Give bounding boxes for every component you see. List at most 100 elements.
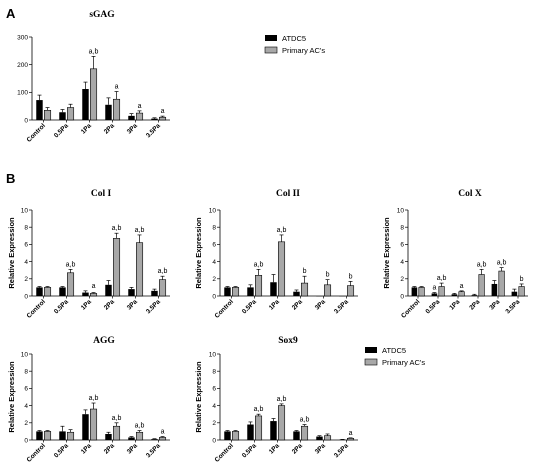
x-tick-label: 1Pa (80, 122, 93, 135)
bar-primary-ac (136, 431, 144, 441)
significance-label: b (520, 276, 524, 283)
legend-swatch (264, 46, 278, 54)
y-tick-label: 2 (212, 420, 216, 427)
bar-primary-ac (159, 279, 167, 297)
y-axis-label: Relative Expression (7, 361, 16, 433)
x-tick-label: 1Pa (448, 298, 461, 311)
y-tick-label: 4 (212, 259, 216, 266)
x-tick-label: 0.5Pa (241, 442, 258, 459)
bar-primary-ac (300, 425, 309, 441)
bar-primary-ac (255, 275, 263, 297)
bar-atdc5 (270, 421, 277, 440)
x-tick-label: 3.5Pa (145, 442, 162, 459)
bar-primary-ac (478, 274, 485, 297)
significance-label: a (161, 108, 165, 115)
y-tick-label: 8 (212, 225, 216, 232)
y-axis-label: Relative Expression (194, 361, 203, 433)
bar-primary-ac (113, 425, 121, 441)
bar-primary-ac (232, 287, 240, 297)
y-tick-label: 6 (24, 386, 28, 393)
y-tick-label: 0 (212, 437, 216, 444)
bar-primary-ac (277, 405, 286, 441)
y-tick-label: 4 (24, 259, 28, 266)
x-tick-label: 3.5Pa (333, 298, 350, 315)
significance-label: a,b (135, 423, 145, 430)
y-tick-label: 200 (17, 62, 28, 69)
y-tick-label: 0 (24, 293, 28, 300)
significance-label: a,b (477, 261, 487, 268)
bar-atdc5 (270, 282, 277, 296)
chart-col-i: Col I 0 2 4 6 8 10 Relative Expression Control 0.… (7, 189, 170, 320)
x-tick-label: 0.5Pa (241, 298, 258, 315)
x-tick-label: 0.5Pa (53, 298, 70, 315)
bar-primary-ac (67, 431, 75, 441)
y-tick-label: 100 (17, 90, 28, 97)
bar-atdc5 (59, 287, 66, 296)
legend-label: Primary AC's (382, 358, 425, 367)
x-tick-label: 3Pa (314, 442, 327, 455)
significance-label: a (161, 429, 165, 436)
x-tick-label: 2Pa (103, 442, 116, 455)
x-tick-label: 2Pa (103, 298, 116, 311)
y-tick-label: 10 (209, 351, 217, 358)
significance-label: b (326, 272, 330, 279)
x-tick-label: 2Pa (291, 442, 304, 455)
legend-label: ATDC5 (282, 34, 306, 43)
y-tick-label: 4 (400, 259, 404, 266)
legend-swatch (364, 358, 378, 366)
chart-title: Sox9 (278, 336, 298, 346)
x-tick-label: 0.5Pa (53, 442, 70, 459)
bar-primary-ac (232, 431, 240, 441)
y-tick-label: 4 (24, 403, 28, 410)
legend: ATDC5 Primary AC's (264, 34, 325, 55)
x-tick-label: Control (400, 298, 421, 319)
panel-label-b: B (6, 171, 15, 186)
bar-atdc5 (293, 291, 300, 296)
bar-primary-ac (346, 437, 355, 441)
bar-atdc5 (105, 433, 112, 440)
legend-swatch (365, 347, 377, 353)
significance-label: a (432, 285, 436, 292)
bar-primary-ac (438, 286, 445, 297)
bar-primary-ac (43, 110, 52, 121)
significance-label: a (92, 283, 96, 290)
y-axis-label: Relative Expression (382, 217, 391, 289)
y-tick-label: 10 (21, 207, 29, 214)
bar-primary-ac (323, 284, 332, 297)
bar-atdc5 (36, 100, 43, 120)
bar-primary-ac (323, 435, 332, 441)
y-tick-label: 300 (17, 34, 28, 41)
bar-primary-ac (67, 107, 75, 121)
y-tick-label: 2 (24, 420, 28, 427)
bar-atdc5 (82, 414, 89, 440)
significance-label: a,b (497, 260, 507, 267)
bar-atdc5 (151, 118, 158, 120)
x-tick-label: 3Pa (126, 122, 139, 135)
legend: ATDC5 Primary AC's (364, 346, 425, 367)
significance-label: a,b (135, 227, 145, 234)
chart-title: sGAG (89, 10, 115, 20)
x-tick-label: 0.5Pa (53, 122, 70, 139)
x-tick-label: 0.5Pa (424, 298, 441, 315)
x-tick-label: 3.5Pa (333, 442, 350, 459)
bar-primary-ac (113, 238, 121, 297)
bar-atdc5 (247, 287, 254, 296)
bar-atdc5 (247, 424, 254, 440)
y-tick-label: 2 (212, 276, 216, 283)
chart-col-x: Col X 0 2 4 6 8 10 Relative Expression Control 0.… (382, 189, 528, 320)
bar-atdc5 (128, 115, 135, 120)
significance-label: a,b (254, 406, 264, 413)
y-tick-label: 10 (21, 351, 29, 358)
y-tick-label: 6 (212, 386, 216, 393)
chart-title: AGG (93, 336, 115, 346)
chart-title: Col II (276, 189, 300, 199)
x-tick-label: Control (26, 442, 47, 463)
x-tick-label: Control (26, 298, 47, 319)
bar-primary-ac (90, 68, 98, 121)
significance-label: a,b (277, 227, 287, 234)
bar-atdc5 (36, 287, 43, 296)
y-tick-label: 0 (212, 293, 216, 300)
bar-atdc5 (59, 431, 66, 440)
y-tick-label: 8 (24, 225, 28, 232)
significance-label: b (349, 273, 353, 280)
